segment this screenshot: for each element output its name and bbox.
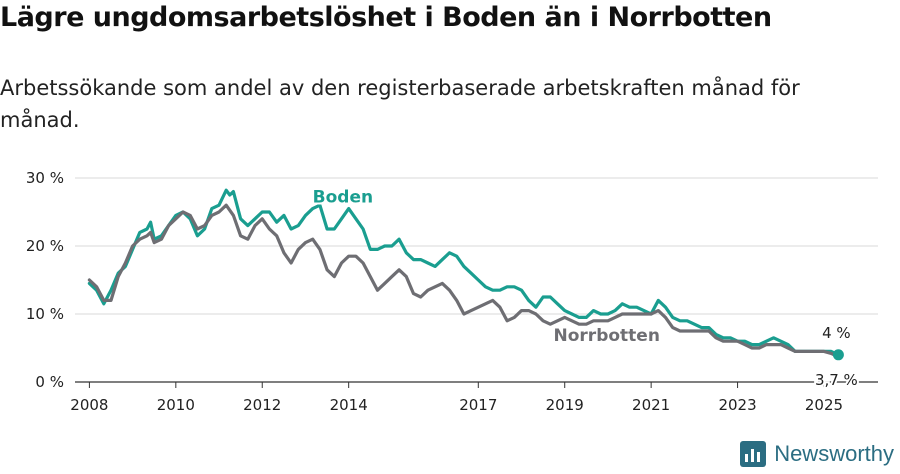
- y-tick-label: 30 %: [26, 169, 64, 187]
- brand-logo: Newsworthy: [740, 438, 894, 470]
- x-tick-label: 2019: [546, 396, 584, 414]
- x-tick-label: 2025: [805, 396, 843, 414]
- x-tick-label: 2017: [459, 396, 497, 414]
- y-tick-label: 20 %: [26, 237, 64, 255]
- line-chart: 0 % 10 % 20 % 30 % 2008 2010 2012 2014 2017 2019 2…: [26, 169, 878, 414]
- x-tick-label: 2021: [632, 396, 670, 414]
- chart-subtitle: Arbetssökande som andel av den registerb…: [0, 76, 800, 132]
- x-tick-label: 2010: [157, 396, 195, 414]
- series-line-norrbotten: [87, 203, 840, 359]
- chart-title: Lägre ungdomsarbetslöshet i Boden än i N…: [0, 2, 772, 33]
- brand-name: Newsworthy: [774, 441, 894, 466]
- y-tick-label: 10 %: [26, 305, 64, 323]
- boden-end-label: 4 %: [822, 324, 851, 342]
- series-label-norrbotten: Norrbotten: [554, 326, 660, 346]
- boden-end-point: [832, 349, 844, 361]
- x-tick-label: 2014: [330, 396, 368, 414]
- x-tick-label: 2008: [70, 396, 108, 414]
- series-line-boden: [87, 188, 840, 357]
- y-tick-label: 0 %: [35, 373, 64, 391]
- x-tick-label: 2023: [718, 396, 756, 414]
- series-label-boden: Boden: [313, 188, 373, 208]
- x-tick-label: 2012: [243, 396, 281, 414]
- newsworthy-logo-icon: [740, 441, 767, 467]
- norrbotten-end-label: 3,7 %: [815, 371, 858, 389]
